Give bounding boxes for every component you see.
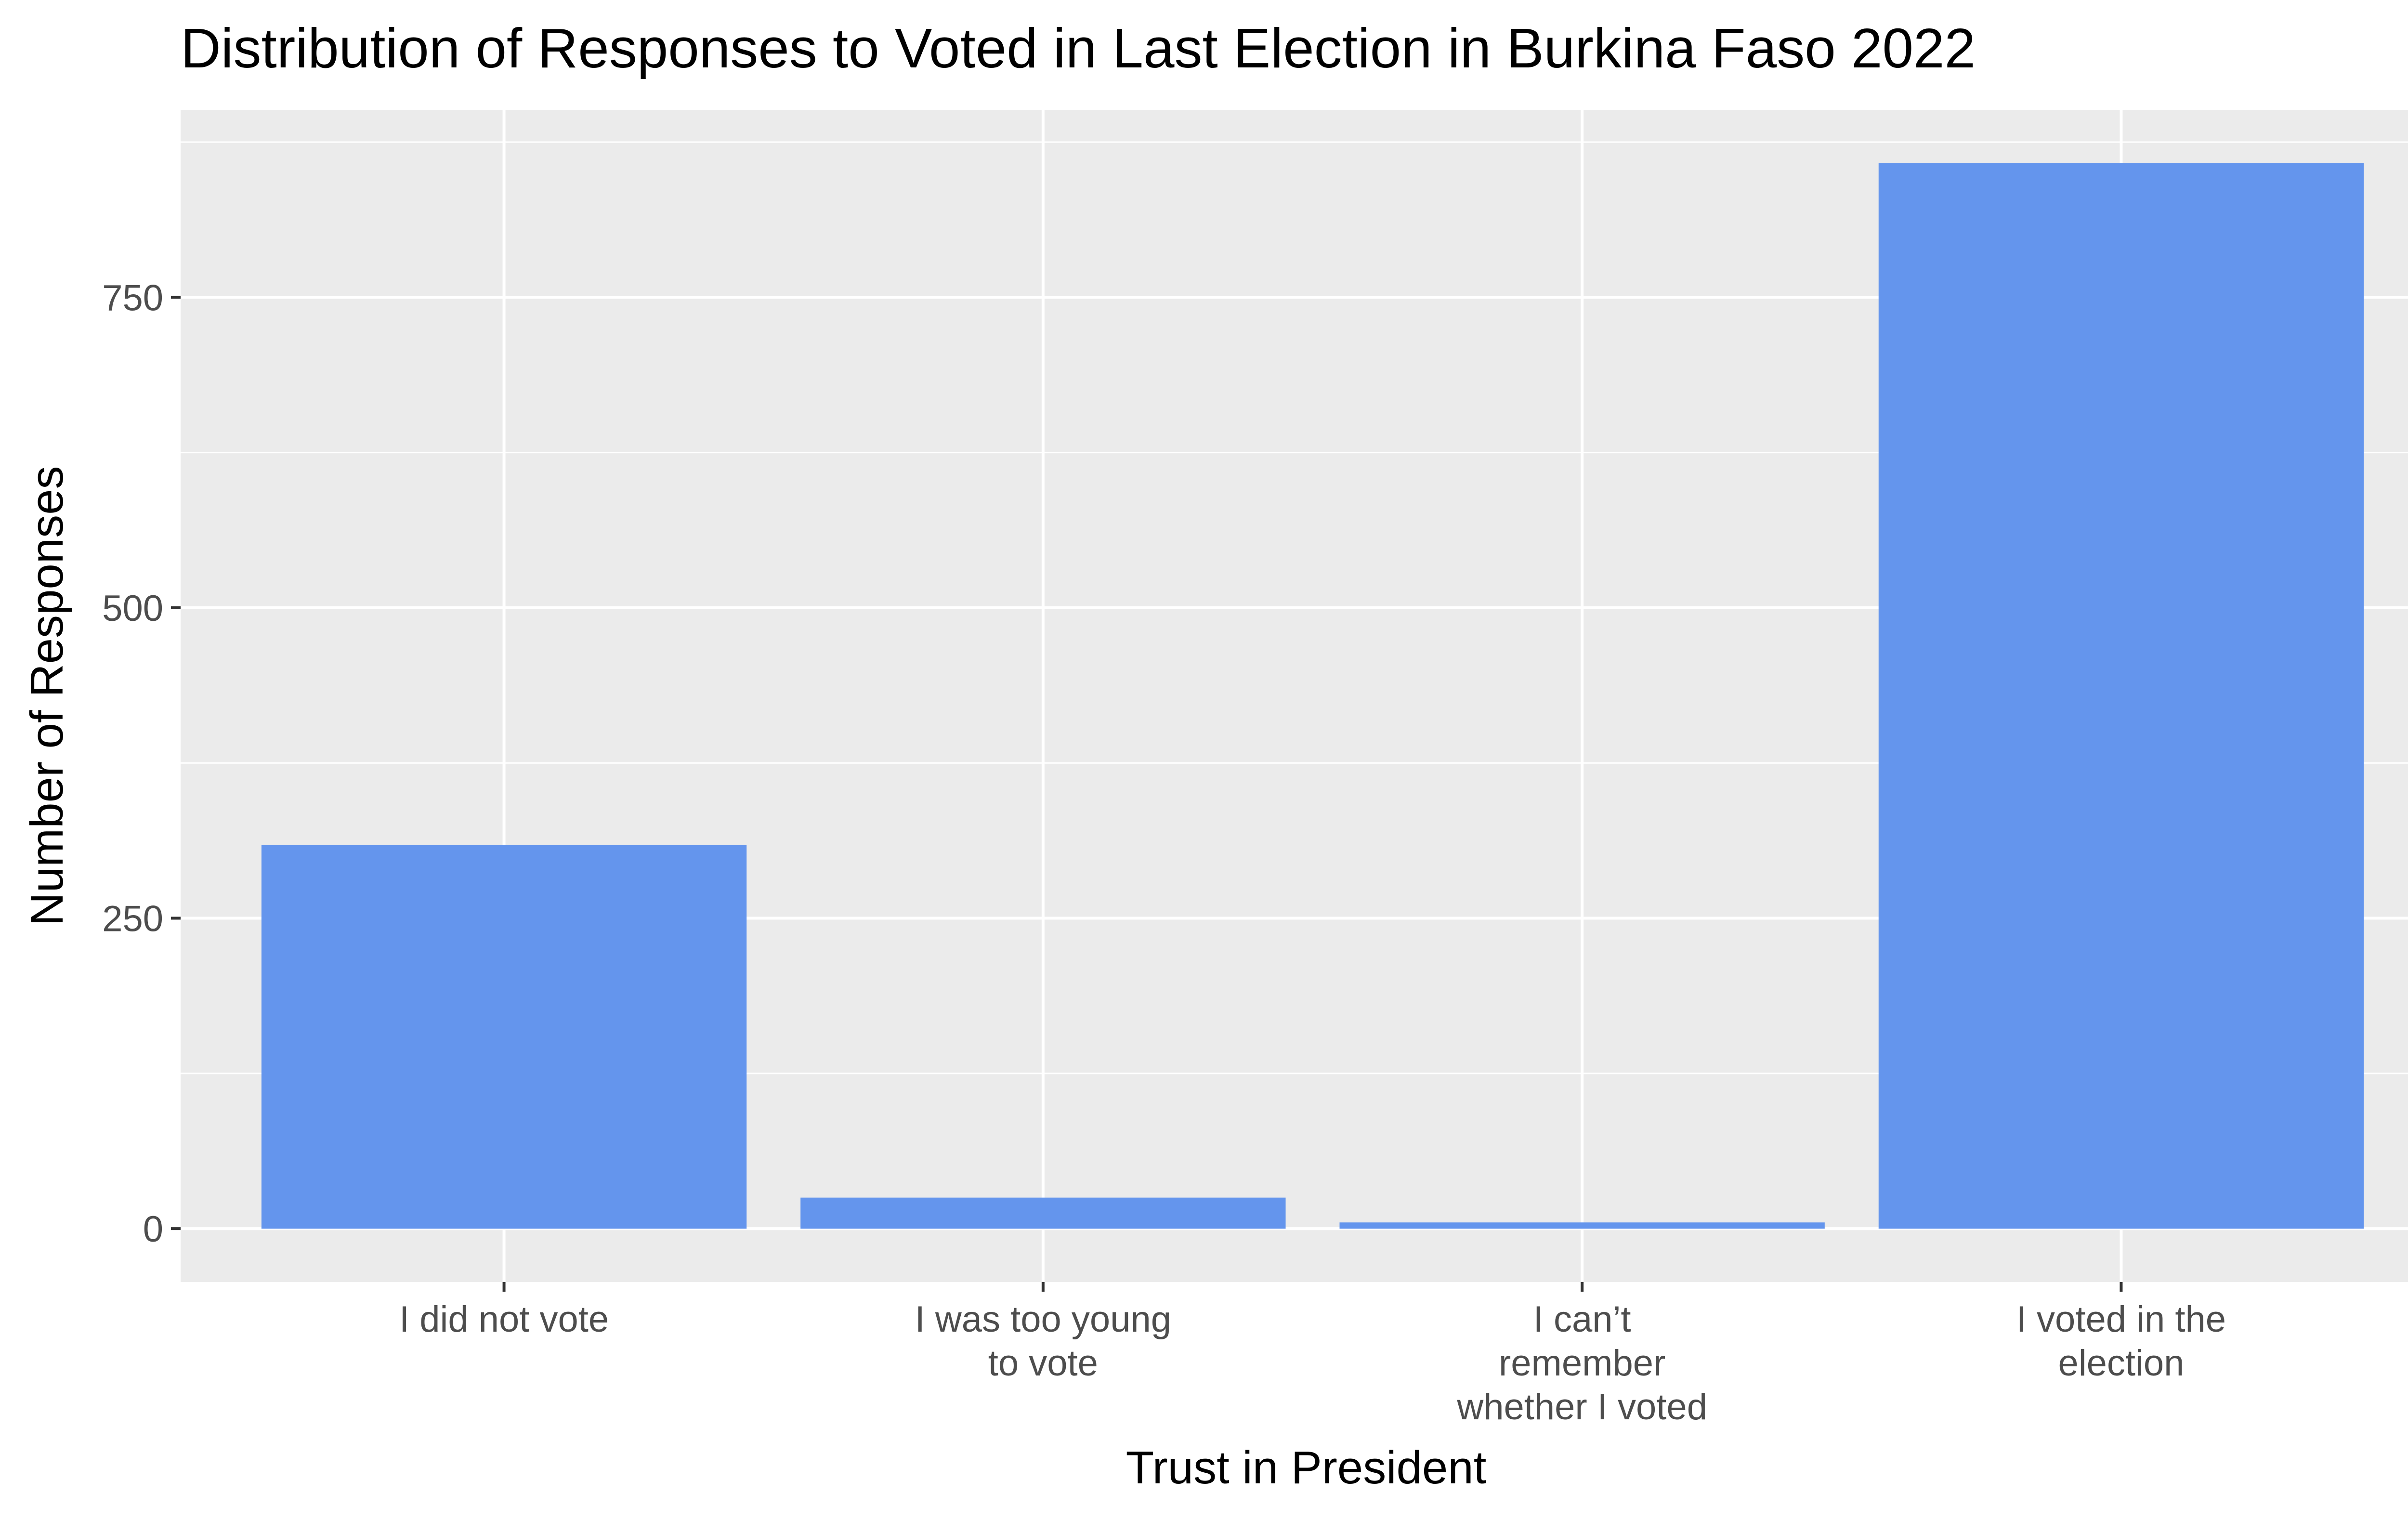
- y-tick-label-2: 500: [102, 588, 163, 629]
- bar-2: [1339, 1222, 1825, 1229]
- bar-1: [800, 1197, 1286, 1229]
- x-tick-label-2: I can’t remember whether I voted: [1456, 1299, 1707, 1427]
- chart-title: Distribution of Responses to Voted in La…: [181, 17, 1976, 79]
- y-axis: 0 250 500 750: [102, 277, 181, 1250]
- y-tick-label-0: 0: [143, 1209, 163, 1250]
- y-tick-label-3: 750: [102, 277, 163, 318]
- bar-0: [261, 845, 747, 1229]
- x-tick-label-3: I voted in the election: [2016, 1299, 2226, 1384]
- x-tick-label-0: I did not vote: [399, 1299, 609, 1340]
- bar-3: [1878, 163, 2364, 1229]
- y-axis-title: Number of Responses: [21, 466, 73, 926]
- bars: [261, 163, 2364, 1229]
- x-axis-title: Trust in President: [1126, 1442, 1487, 1493]
- y-tick-label-1: 250: [102, 899, 163, 940]
- x-tick-label-1: I was too young to vote: [915, 1299, 1171, 1384]
- x-axis: I did not vote I was too young to vote I ca…: [399, 1282, 2226, 1427]
